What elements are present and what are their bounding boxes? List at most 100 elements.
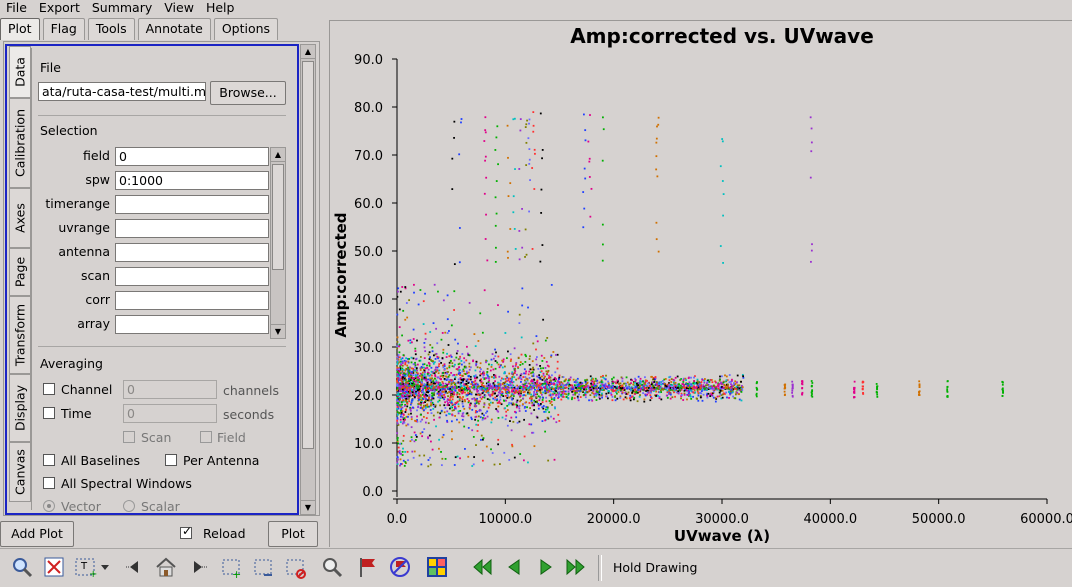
field-input-scan[interactable] xyxy=(115,267,269,286)
scan-checkbox[interactable] xyxy=(123,431,135,443)
data-point xyxy=(740,380,742,383)
add-plot-button[interactable]: Add Plot xyxy=(0,521,74,547)
tab-plot[interactable]: Plot xyxy=(0,18,40,40)
locate-icon[interactable] xyxy=(320,555,344,579)
field-input-antenna[interactable] xyxy=(115,243,269,262)
vtab-transform[interactable]: Transform xyxy=(9,296,31,374)
next-page-icon[interactable] xyxy=(534,555,558,579)
scrollbar-thumb[interactable] xyxy=(272,164,284,270)
browse-button[interactable]: Browse... xyxy=(210,81,286,105)
home-icon[interactable] xyxy=(154,555,178,579)
vector-radio[interactable] xyxy=(43,500,55,512)
data-point xyxy=(442,348,445,351)
tab-annotate[interactable]: Annotate xyxy=(137,18,211,40)
data-point xyxy=(415,376,418,379)
tab-options[interactable]: Options xyxy=(213,18,279,40)
data-point xyxy=(530,393,533,396)
plot-button[interactable]: Plot xyxy=(268,521,318,547)
annotate-text-icon[interactable]: T+ xyxy=(74,555,98,579)
vtab-display[interactable]: Display xyxy=(9,374,31,442)
time-checkbox[interactable] xyxy=(43,407,55,419)
dropdown-arrow-icon[interactable] xyxy=(98,555,112,579)
panel-scrollbar[interactable]: ▲ ▼ xyxy=(300,44,316,515)
vtab-canvas[interactable]: Canvas xyxy=(9,442,31,502)
data-point xyxy=(533,392,535,395)
hold-drawing-label[interactable]: Hold Drawing xyxy=(613,560,698,575)
menu-export[interactable]: Export xyxy=(38,0,80,15)
last-page-icon[interactable] xyxy=(564,555,588,579)
data-point xyxy=(533,404,535,407)
step-back-icon[interactable] xyxy=(122,555,146,579)
field-input-array[interactable] xyxy=(115,315,269,334)
select-box-add-icon[interactable]: + xyxy=(220,555,244,579)
data-point xyxy=(459,386,462,389)
menu-file[interactable]: File xyxy=(6,0,27,15)
menu-help[interactable]: Help xyxy=(205,0,235,15)
data-point xyxy=(545,396,548,399)
flag-icon[interactable] xyxy=(356,555,380,579)
first-page-icon[interactable] xyxy=(470,555,494,579)
scalar-radio[interactable] xyxy=(123,500,135,512)
data-point xyxy=(656,382,659,385)
data-point xyxy=(738,384,741,387)
scrollbar-thumb[interactable] xyxy=(302,61,314,449)
all-baselines-checkbox[interactable] xyxy=(43,454,55,466)
iter-plot-icon[interactable] xyxy=(425,555,449,579)
data-point xyxy=(408,370,411,373)
data-point xyxy=(405,367,408,370)
data-point xyxy=(736,381,738,384)
vtab-data[interactable]: Data xyxy=(9,46,31,98)
field-input-corr[interactable] xyxy=(115,291,269,310)
menu-summary[interactable]: Summary xyxy=(91,0,153,15)
data-point xyxy=(468,387,470,390)
time-input[interactable]: 0 xyxy=(123,404,217,423)
data-point xyxy=(515,378,518,381)
data-point xyxy=(602,386,604,389)
selection-scrollbar[interactable]: ▲ ▼ xyxy=(270,147,286,339)
data-point xyxy=(519,361,522,364)
field-input-field[interactable]: 0 xyxy=(115,147,269,166)
data-point xyxy=(659,386,662,389)
data-point xyxy=(506,124,509,127)
data-point xyxy=(553,458,556,461)
channel-input[interactable]: 0 xyxy=(123,380,217,399)
vtab-axes[interactable]: Axes xyxy=(9,188,31,248)
previous-page-icon[interactable] xyxy=(502,555,526,579)
data-point xyxy=(411,384,414,387)
data-point xyxy=(591,377,593,380)
data-point xyxy=(426,399,429,402)
data-point xyxy=(637,382,640,384)
data-point xyxy=(438,369,441,372)
field-input-uvrange[interactable] xyxy=(115,219,269,238)
step-forward-icon[interactable] xyxy=(186,555,210,579)
plot-canvas[interactable]: Amp:corrected vs. UVwave 0.0 10.0 20.0 30.0 4… xyxy=(329,20,1072,547)
zoom-icon[interactable] xyxy=(10,555,34,579)
vtab-page[interactable]: Page xyxy=(9,248,31,296)
data-point xyxy=(601,159,604,162)
tab-flag[interactable]: Flag xyxy=(42,18,85,40)
select-box-minus-icon[interactable] xyxy=(252,555,276,579)
reload-checkbox[interactable]: ✓ xyxy=(180,524,193,539)
vtab-calibration[interactable]: Calibration xyxy=(9,98,31,188)
per-antenna-checkbox[interactable] xyxy=(165,454,177,466)
data-point xyxy=(424,397,427,400)
pan-icon[interactable] xyxy=(42,555,66,579)
unflag-icon[interactable] xyxy=(388,555,412,579)
field-input-timerange[interactable] xyxy=(115,195,269,214)
data-point xyxy=(674,383,677,385)
data-point xyxy=(730,380,733,382)
menu-view[interactable]: View xyxy=(164,0,194,15)
data-point xyxy=(649,394,652,397)
data-point xyxy=(504,365,506,368)
data-point xyxy=(469,402,472,405)
field-checkbox[interactable] xyxy=(200,431,212,443)
data-point xyxy=(429,377,432,380)
field-input-spw[interactable]: 0:1000 xyxy=(115,171,269,190)
all-spw-checkbox[interactable] xyxy=(43,477,55,489)
select-box-clear-icon[interactable] xyxy=(284,555,308,579)
channel-checkbox[interactable] xyxy=(43,383,55,395)
data-point xyxy=(450,382,453,385)
tab-tools[interactable]: Tools xyxy=(87,18,135,40)
data-point xyxy=(667,389,670,392)
file-input[interactable]: ata/ruta-casa-test/multi.ms xyxy=(38,82,206,101)
